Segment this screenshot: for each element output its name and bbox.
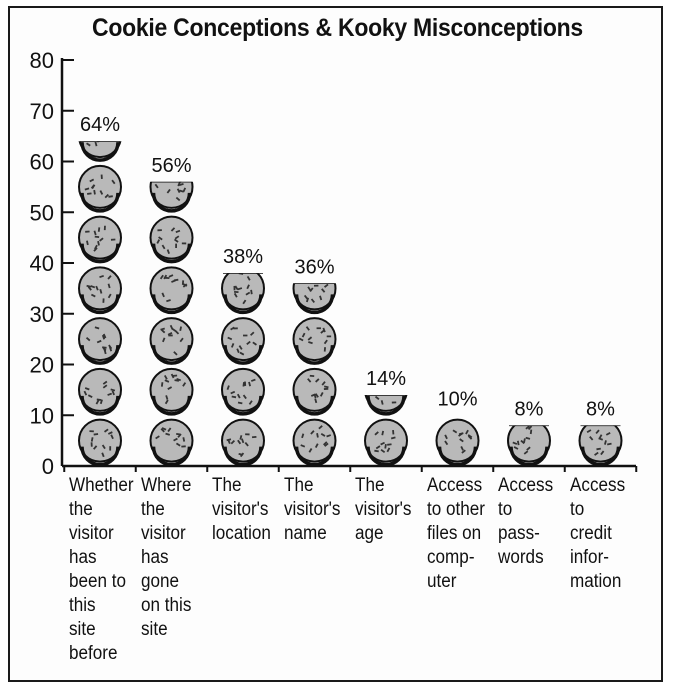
- cookie: [149, 418, 194, 467]
- cookie: [78, 418, 122, 467]
- cookie: [221, 367, 265, 416]
- cookie: [78, 266, 122, 315]
- cookie: [78, 317, 122, 365]
- y-tick-label: 20: [30, 353, 54, 378]
- cookie: [292, 367, 337, 416]
- data-label-7: 8%: [515, 398, 544, 420]
- cookie: [78, 141, 122, 162]
- cookie: [435, 418, 480, 467]
- bar-7: [507, 425, 551, 466]
- data-label-3: 38%: [223, 246, 263, 268]
- y-tick-label: 10: [30, 403, 54, 428]
- cookie: [364, 394, 408, 416]
- category-label-1: Whether the visitor has been to this sit…: [69, 475, 134, 664]
- cookie: [149, 181, 194, 213]
- category-label-4: The visitor's name: [283, 475, 341, 544]
- cookie: [149, 215, 194, 264]
- data-label-4: 36%: [294, 256, 334, 278]
- cookie: [221, 317, 265, 365]
- cookie: [78, 367, 122, 416]
- data-label-5: 14%: [366, 368, 406, 390]
- cookie: [221, 418, 265, 467]
- category-label-2: Where the visitor has gone on this site: [140, 475, 192, 640]
- y-tick-label: 50: [30, 200, 54, 225]
- category-label-6: Access to other files on comp- uter: [426, 475, 485, 592]
- bar-1: [78, 141, 122, 467]
- data-label-8: 8%: [586, 398, 615, 420]
- category-label-3: The visitor's location: [212, 475, 272, 544]
- cookie: [578, 425, 623, 466]
- y-tick-label: 30: [30, 302, 54, 327]
- category-label-5: The visitor's age: [355, 475, 412, 544]
- y-tick-label: 70: [30, 99, 54, 124]
- y-tick-label: 0: [42, 454, 54, 479]
- bar-5: [364, 394, 408, 467]
- y-tick-label: 40: [30, 251, 54, 276]
- cookie: [364, 418, 408, 467]
- cookie: [78, 164, 122, 213]
- cookie: [292, 283, 337, 315]
- bar-8: [578, 425, 623, 466]
- y-tick-label: 80: [30, 48, 54, 73]
- category-label-7: Access to pass- words: [498, 475, 554, 568]
- bar-4: [292, 283, 337, 467]
- bar-6: [435, 418, 480, 467]
- bar-2: [149, 181, 194, 467]
- cookie: [149, 317, 194, 365]
- data-label-6: 10%: [437, 388, 477, 410]
- data-label-2: 56%: [151, 155, 191, 177]
- cookie: [292, 317, 337, 365]
- data-label-1: 64%: [80, 114, 120, 136]
- bar-3: [221, 273, 265, 467]
- chart-title: Cookie Conceptions & Kooky Misconception…: [92, 14, 583, 42]
- data-labels-group: 64% 56% 38% 36% 14% 10% 8% 8%: [80, 114, 615, 420]
- cookie: [292, 418, 337, 467]
- cookie: [221, 273, 265, 315]
- y-tick-label: 60: [30, 150, 54, 175]
- cookie: [149, 367, 194, 416]
- bars-group: [78, 141, 623, 467]
- y-axis: 0 10 20 30 40 50 60 70 80: [30, 48, 638, 479]
- category-label-8: Access to credit infor- mation: [569, 475, 625, 592]
- cookie: [149, 266, 194, 315]
- cookie: [507, 425, 551, 466]
- cookie: [78, 215, 122, 264]
